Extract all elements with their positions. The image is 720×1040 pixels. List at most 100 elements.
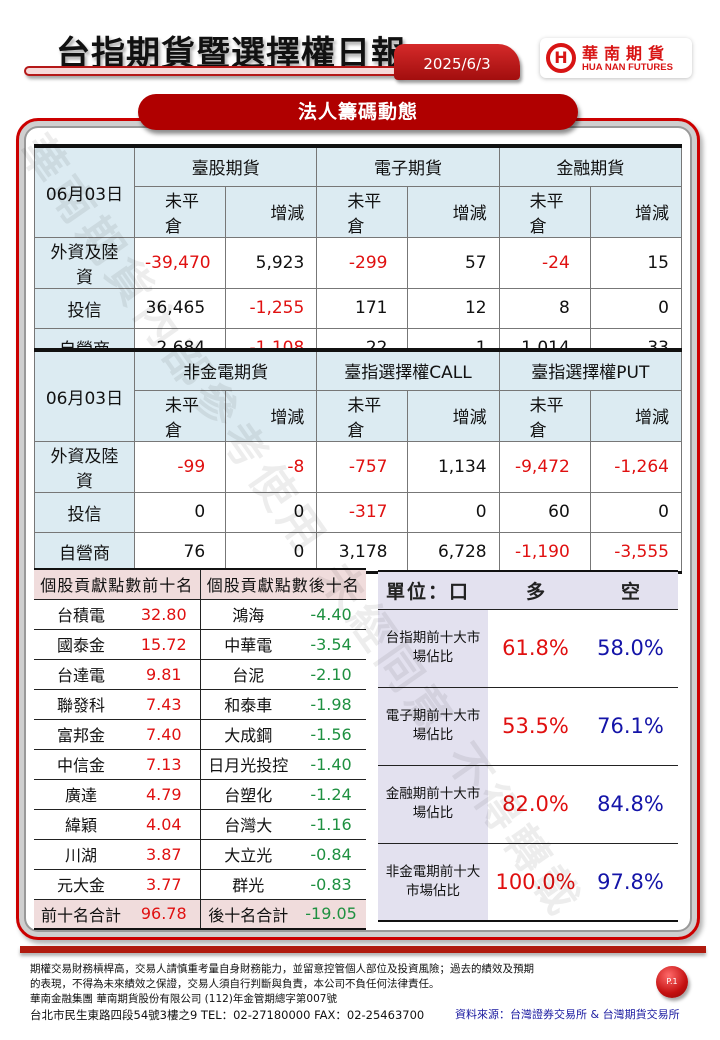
col-header-oi: 未平倉 bbox=[133, 185, 227, 238]
disclaimer: 期權交易財務槓桿高，交易人請慎重考量自身財務能力，並留意控管個人部位及投資風險；… bbox=[30, 962, 534, 1007]
points-value: 3.77 bbox=[128, 868, 201, 899]
value-cell: 0 bbox=[133, 491, 227, 533]
disclaimer-line: 的表現，不得為未來績效之保證，交易人須自行判斷與負責，本公司不負任何法律責任。 bbox=[30, 978, 440, 990]
table-row: 外資及陸資 -39,470 5,923 -299 57 -24 15 bbox=[34, 236, 683, 289]
stock-name: 國泰金 bbox=[34, 628, 128, 659]
col-header-chg: 增減 bbox=[589, 185, 683, 238]
points-value: -1.24 bbox=[296, 778, 367, 809]
stock-name: 中信金 bbox=[34, 748, 128, 779]
page-number-badge: P.1 bbox=[656, 966, 688, 998]
table-row: 台指期前十大市場佔比 61.8% 58.0% bbox=[378, 608, 678, 687]
table-row: 電子期前十大市場佔比 53.5% 76.1% bbox=[378, 686, 678, 765]
stock-name: 元大金 bbox=[34, 868, 128, 899]
stock-name: 群光 bbox=[200, 868, 297, 899]
value-cell: 6,728 bbox=[407, 531, 500, 573]
table-row: 台達電 9.81 台泥 -2.10 bbox=[34, 658, 367, 689]
short-share: 97.8% bbox=[583, 842, 678, 921]
row-label: 投信 bbox=[34, 287, 135, 329]
table-row: 聯發科 7.43 和泰車 -1.98 bbox=[34, 688, 367, 719]
points-value: -0.83 bbox=[296, 868, 367, 899]
short-share: 84.8% bbox=[583, 764, 678, 843]
total-row: 前十名合計 96.78 後十名合計 -19.05 bbox=[34, 898, 367, 929]
share-label: 非金電期前十大市場佔比 bbox=[378, 842, 488, 921]
points-value: 15.72 bbox=[128, 628, 201, 659]
stock-name: 聯發科 bbox=[34, 688, 128, 719]
long-share: 100.0% bbox=[488, 842, 583, 921]
points-value: -1.98 bbox=[296, 688, 367, 719]
bottom-ten-header: 個股貢獻點數後十名 bbox=[200, 569, 367, 599]
value-cell: 3,178 bbox=[316, 531, 409, 573]
stock-name: 和泰車 bbox=[200, 688, 297, 719]
col-header-chg: 增減 bbox=[225, 389, 318, 442]
value-cell: 0 bbox=[407, 491, 500, 533]
stock-name: 大成鋼 bbox=[200, 718, 297, 749]
value-cell: 0 bbox=[225, 491, 318, 533]
stock-name: 台泥 bbox=[200, 658, 297, 689]
market-share-table: 單位：口 多 空 台指期前十大市場佔比 61.8% 58.0% 電子期前十大市場… bbox=[378, 570, 678, 922]
stock-name: 富邦金 bbox=[34, 718, 128, 749]
value-cell: -9,472 bbox=[498, 440, 591, 493]
value-cell: 171 bbox=[316, 287, 409, 329]
value-cell: -1,255 bbox=[225, 287, 318, 329]
stock-name: 台塑化 bbox=[200, 778, 297, 809]
table-row: 自營商 76 0 3,178 6,728 -1,190 -3,555 bbox=[34, 531, 683, 573]
value-cell: -299 bbox=[316, 236, 409, 289]
logo-h-icon: H bbox=[546, 43, 576, 73]
table-row: 緯穎 4.04 台灣大 -1.16 bbox=[34, 808, 367, 839]
company-logo: H 華南期貨 HUA NAN FUTURES bbox=[540, 38, 692, 78]
value-cell: -99 bbox=[133, 440, 227, 493]
value-cell: 1,134 bbox=[407, 440, 500, 493]
section-title: 法人籌碼動態 bbox=[138, 94, 578, 130]
stock-contribution-table: 個股貢獻點數前十名 個股貢獻點數後十名 台積電 32.80 鴻海 -4.40 國… bbox=[34, 568, 367, 930]
disclaimer-line: 期權交易財務槓桿高，交易人請慎重考量自身財務能力，並留意控管個人部位及投資風險；… bbox=[30, 963, 534, 975]
group-header: 非金電期貨 bbox=[133, 349, 318, 391]
value-cell: 60 bbox=[498, 491, 591, 533]
col-header-chg: 增減 bbox=[589, 389, 683, 442]
top-ten-header: 個股貢獻點數前十名 bbox=[34, 569, 201, 599]
license-text: 華南金融集團 華南期貨股份有限公司 (112)年金管期總字第007號 bbox=[30, 993, 337, 1005]
table-row: 投信 0 0 -317 0 60 0 bbox=[34, 491, 683, 533]
stock-name: 中華電 bbox=[200, 628, 297, 659]
short-share: 76.1% bbox=[583, 686, 678, 765]
table-row: 投信 36,465 -1,255 171 12 8 0 bbox=[34, 287, 683, 329]
stock-name: 廣達 bbox=[34, 778, 128, 809]
col-header-chg: 增減 bbox=[225, 185, 318, 238]
value-cell: 12 bbox=[407, 287, 500, 329]
table-row: 非金電期前十大市場佔比 100.0% 97.8% bbox=[378, 842, 678, 921]
group-header: 臺指選擇權PUT bbox=[498, 349, 683, 391]
points-value: -2.10 bbox=[296, 658, 367, 689]
table-row: 外資及陸資 -99 -8 -757 1,134 -9,472 -1,264 bbox=[34, 440, 683, 493]
col-header-oi: 未平倉 bbox=[498, 389, 591, 442]
value-cell: 15 bbox=[589, 236, 683, 289]
row-label: 外資及陸資 bbox=[34, 236, 135, 289]
logo-chinese-name: 華南期貨 bbox=[582, 44, 671, 63]
points-value: 4.04 bbox=[128, 808, 201, 839]
share-label: 台指期前十大市場佔比 bbox=[378, 608, 488, 687]
date-cell: 06月03日 bbox=[34, 349, 135, 442]
report-date: 2025/6/3 bbox=[394, 44, 520, 80]
date-cell: 06月03日 bbox=[34, 145, 135, 238]
stock-name: 台達電 bbox=[34, 658, 128, 689]
points-value: -1.56 bbox=[296, 718, 367, 749]
group-header: 臺指選擇權CALL bbox=[316, 349, 500, 391]
stock-name: 鴻海 bbox=[200, 598, 297, 629]
long-header: 多 bbox=[488, 571, 583, 609]
value-cell: 8 bbox=[498, 287, 591, 329]
long-share: 53.5% bbox=[488, 686, 583, 765]
stock-name: 台積電 bbox=[34, 598, 128, 629]
value-cell: 57 bbox=[407, 236, 500, 289]
value-cell: 36,465 bbox=[133, 287, 227, 329]
top-total-label: 前十名合計 bbox=[34, 898, 128, 929]
value-cell: 0 bbox=[589, 287, 683, 329]
value-cell: 0 bbox=[225, 531, 318, 573]
points-value: 32.80 bbox=[128, 598, 201, 629]
group-header: 金融期貨 bbox=[498, 145, 683, 187]
col-header-oi: 未平倉 bbox=[498, 185, 591, 238]
value-cell: -3,555 bbox=[589, 531, 683, 573]
table-row: 金融期前十大市場佔比 82.0% 84.8% bbox=[378, 764, 678, 843]
bottom-total-value: -19.05 bbox=[296, 898, 367, 929]
table-row: 川湖 3.87 大立光 -0.84 bbox=[34, 838, 367, 869]
bottom-total-label: 後十名合計 bbox=[200, 898, 297, 929]
points-value: -4.40 bbox=[296, 598, 367, 629]
points-value: 3.87 bbox=[128, 838, 201, 869]
